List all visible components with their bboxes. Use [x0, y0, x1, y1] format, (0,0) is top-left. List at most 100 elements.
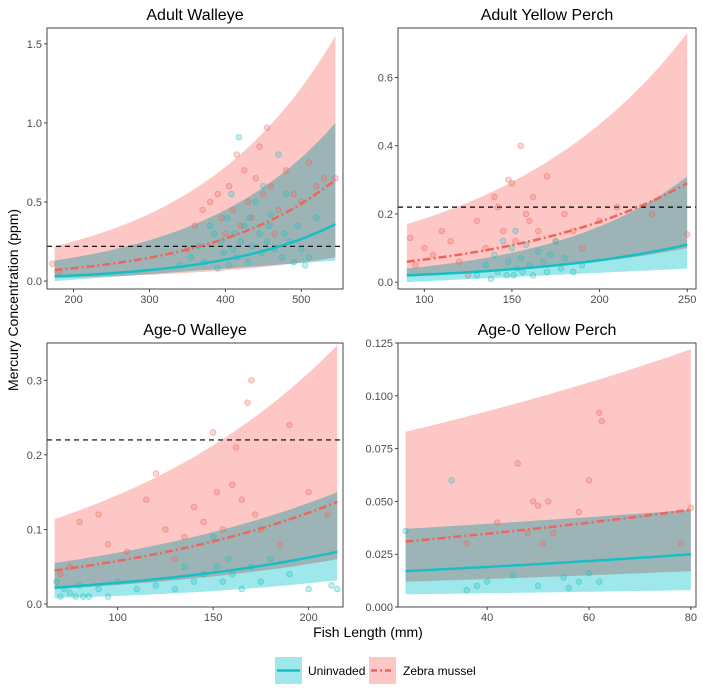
data-point-uninvaded — [95, 585, 102, 593]
data-point-zebra-mussel — [578, 244, 586, 252]
data-point-uninvaded — [560, 574, 567, 581]
y-tick-label: 0.050 — [365, 496, 393, 508]
data-point-zebra-mussel — [529, 193, 537, 201]
fit-line-uninvaded — [405, 552, 691, 573]
data-point-zebra-mussel — [248, 377, 255, 384]
data-point-uninvaded — [585, 570, 593, 577]
data-point-uninvaded — [552, 238, 559, 245]
data-point-uninvaded — [561, 255, 568, 262]
data-point-uninvaded — [104, 593, 112, 600]
data-point-zebra-mussel — [251, 511, 259, 518]
data-point-uninvaded — [209, 533, 217, 541]
data-point-zebra-mussel — [95, 511, 102, 518]
panel-border — [397, 342, 697, 608]
panel-title: Age-0 Walleye — [143, 322, 247, 339]
data-point-uninvaded — [294, 222, 301, 229]
data-point-uninvaded — [229, 570, 236, 578]
data-point-zebra-mussel — [535, 227, 542, 235]
data-point-uninvaded — [66, 589, 74, 597]
fit-line-uninvaded — [54, 222, 336, 278]
data-point-uninvaded — [482, 261, 489, 269]
data-point-zebra-mussel — [267, 182, 275, 190]
data-point-zebra-mussel — [499, 227, 507, 235]
data-point-uninvaded — [448, 477, 455, 484]
fit-line-zebra-mussel — [54, 500, 338, 572]
y-tick-label: 0.000 — [365, 602, 393, 614]
data-point-uninvaded — [80, 593, 87, 600]
data-point-zebra-mussel — [190, 503, 198, 511]
fit-line-uninvaded — [54, 550, 338, 589]
data-point-uninvaded — [282, 190, 290, 198]
data-point-zebra-mussel — [596, 409, 603, 416]
data-point-uninvaded — [256, 230, 263, 237]
data-point-zebra-mussel — [199, 206, 206, 214]
data-point-uninvaded — [152, 582, 160, 589]
y-tick-label: 0.6 — [378, 72, 393, 84]
plot-area — [47, 345, 343, 600]
panel-adult-walleye: Adult Walleye 200 300 400 500 0.0 0.5 1.0 1.5 — [27, 7, 344, 306]
data-point-uninvaded — [210, 230, 218, 237]
x-tick-label: 200 — [64, 294, 82, 306]
data-point-uninvaded — [279, 254, 286, 261]
data-point-zebra-mussel — [260, 190, 267, 198]
data-point-uninvaded — [206, 222, 214, 229]
x-tick-label: 250 — [678, 294, 696, 306]
data-point-zebra-mussel — [561, 210, 568, 218]
data-point-uninvaded — [267, 211, 275, 218]
data-point-uninvaded — [57, 593, 64, 600]
data-point-zebra-mussel — [162, 526, 169, 533]
data-point-zebra-mussel — [104, 541, 112, 548]
data-point-zebra-mussel — [49, 260, 56, 267]
data-point-uninvaded — [512, 227, 519, 235]
y-axis-title: Mercury Concentration (ppm) — [5, 209, 21, 391]
panel-border — [46, 342, 344, 608]
data-point-zebra-mussel — [684, 231, 691, 238]
data-point-zebra-mussel — [171, 556, 179, 563]
panel-age-0-yellow-perch: Age-0 Yellow Perch 40 60 80 0.000 0.025 0.050 0… — [365, 322, 697, 624]
y-tick-label: 0.025 — [365, 549, 393, 561]
y-tick-label: 0.0 — [378, 277, 393, 289]
data-point-uninvaded — [225, 556, 232, 563]
data-point-zebra-mussel — [209, 429, 217, 436]
data-point-zebra-mussel — [222, 230, 229, 237]
legend: Uninvaded Zebra mussel — [275, 657, 476, 684]
y-tick-label: 0.100 — [365, 391, 393, 403]
x-tick-label: 150 — [503, 294, 521, 306]
data-point-uninvaded — [252, 198, 259, 206]
y-tick-label: 0.075 — [365, 444, 393, 456]
data-point-zebra-mussel — [232, 444, 240, 451]
data-point-uninvaded — [220, 249, 228, 256]
data-point-uninvaded — [473, 272, 481, 279]
data-point-uninvaded — [248, 243, 256, 250]
data-point-zebra-mussel — [57, 570, 64, 578]
x-tick-label: 150 — [204, 612, 222, 624]
data-point-uninvaded — [517, 255, 524, 262]
data-point-uninvaded — [85, 593, 93, 600]
data-point-zebra-mussel — [229, 206, 237, 214]
data-point-uninvaded — [510, 272, 517, 279]
data-point-zebra-mussel — [494, 203, 502, 211]
data-point-uninvaded — [267, 556, 274, 563]
y-tick-label: 0.125 — [365, 338, 393, 350]
data-point-zebra-mussel — [412, 261, 419, 269]
x-tick-label: 400 — [216, 294, 234, 306]
data-point-zebra-mussel — [191, 222, 199, 229]
x-tick-label: 200 — [299, 612, 317, 624]
y-tick-label: 0.0 — [27, 599, 42, 611]
data-point-uninvaded — [72, 593, 79, 600]
data-point-uninvaded — [281, 230, 288, 237]
data-point-uninvaded — [483, 578, 491, 585]
x-axis-title: Fish Length (mm) — [313, 624, 423, 640]
data-point-zebra-mussel — [534, 502, 542, 509]
x-tick-label: 40 — [481, 612, 493, 624]
data-point-zebra-mussel — [491, 193, 498, 201]
x-tick-label: 500 — [292, 294, 310, 306]
data-point-uninvaded — [286, 570, 293, 578]
data-point-zebra-mussel — [275, 206, 282, 214]
y-tick-label: 1.5 — [27, 39, 42, 51]
data-point-uninvaded — [491, 251, 498, 259]
data-point-uninvaded — [53, 578, 60, 585]
legend-label-uninvaded: Uninvaded — [308, 664, 365, 678]
